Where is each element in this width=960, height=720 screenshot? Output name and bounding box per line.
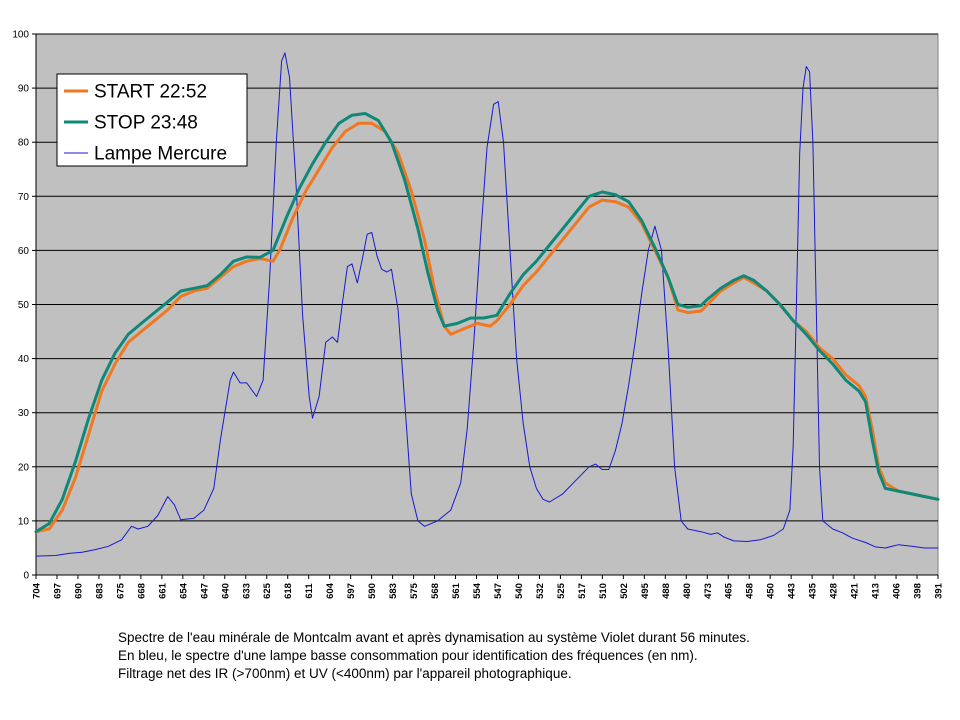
- y-tick-label: 50: [18, 300, 30, 311]
- x-tick-label: 604: [325, 582, 336, 599]
- caption-line-2: En bleu, le spectre d'une lampe basse co…: [118, 648, 698, 663]
- x-tick-label: 668: [136, 583, 147, 599]
- y-tick-label: 20: [18, 462, 30, 473]
- x-tick-label: 554: [472, 582, 483, 599]
- x-tick-label: 510: [598, 583, 609, 599]
- y-tick-label: 0: [23, 571, 29, 582]
- y-tick-label: 40: [18, 354, 30, 365]
- x-tick-label: 675: [115, 582, 126, 599]
- x-tick-label: 625: [262, 582, 273, 599]
- x-tick-label: 443: [787, 583, 798, 599]
- x-tick-label: 398: [913, 583, 924, 599]
- x-tick-label: 525: [556, 582, 567, 599]
- x-tick-label: 465: [724, 582, 735, 599]
- series-lines: [34, 52, 940, 557]
- x-tick-label: 568: [430, 583, 441, 599]
- legend-box: [56, 73, 248, 167]
- y-tick-label: 10: [18, 516, 30, 527]
- x-tick-label: 450: [766, 583, 777, 599]
- x-tick-label: 633: [241, 583, 252, 599]
- x-tick-label: 413: [871, 583, 882, 599]
- x-tick-label: 640: [220, 583, 231, 599]
- x-tick-label: 654: [178, 582, 189, 599]
- x-tick-label: 488: [661, 583, 672, 599]
- x-tick-label: 704: [32, 582, 43, 599]
- x-tick-label: 428: [829, 583, 840, 599]
- x-tick-label: 421: [850, 582, 861, 599]
- x-tick-label: 406: [892, 583, 903, 599]
- y-tick-label: 80: [18, 138, 30, 149]
- x-tick-label: 661: [157, 582, 168, 599]
- x-tick-label: 458: [745, 583, 756, 599]
- x-tick-label: 690: [73, 583, 84, 599]
- x-tick-label: 547: [493, 583, 504, 599]
- legend-label: STOP 23:48: [94, 113, 198, 134]
- legend-label: START 22:52: [94, 82, 207, 103]
- x-tick-label: 435: [808, 582, 819, 599]
- x-tick-label: 618: [283, 583, 294, 599]
- y-tick-label: 30: [18, 408, 30, 419]
- x-axis-ticks: 704 697 690 683 675 668 661 654 647 640 633 625 618 6…: [32, 575, 945, 599]
- y-tick-label: 90: [18, 84, 30, 95]
- x-tick-label: 561: [451, 582, 462, 599]
- x-tick-label: 583: [388, 583, 399, 599]
- x-tick-label: 502: [619, 583, 630, 599]
- x-tick-label: 697: [52, 583, 63, 599]
- x-tick-label: 540: [514, 583, 525, 599]
- x-tick-label: 495: [640, 582, 651, 599]
- x-tick-label: 647: [199, 583, 210, 599]
- y-tick-label: 70: [18, 192, 30, 203]
- x-tick-label: 575: [409, 582, 420, 599]
- caption-line-1: Spectre de l'eau minérale de Montcalm av…: [118, 630, 750, 645]
- x-tick-label: 611: [304, 583, 315, 599]
- x-tick-label: 683: [94, 583, 105, 599]
- y-axis-ticks: 0 10 20 30 40 50 60 70 80 90 100: [12, 30, 36, 582]
- x-tick-label: 473: [703, 583, 714, 599]
- y-tick-label: 100: [12, 30, 29, 41]
- x-tick-label: 532: [535, 583, 546, 599]
- series-line-2: [35, 52, 939, 557]
- x-tick-label: 517: [577, 583, 588, 599]
- x-tick-label: 480: [682, 583, 693, 599]
- x-tick-label: 590: [367, 583, 378, 599]
- legend-label: Lampe Mercure: [94, 144, 227, 165]
- y-tick-label: 60: [18, 246, 30, 257]
- series-line-1: [34, 112, 940, 534]
- x-tick-label: 597: [346, 583, 357, 599]
- caption-line-3: Filtrage net des IR (>700nm) et UV (<400…: [118, 666, 572, 681]
- x-tick-label: 391: [934, 582, 945, 599]
- chart-caption: Spectre de l'eau minérale de Montcalm av…: [118, 629, 918, 683]
- legend: START 22:52 STOP 23:48 Lampe Mercure: [56, 73, 248, 167]
